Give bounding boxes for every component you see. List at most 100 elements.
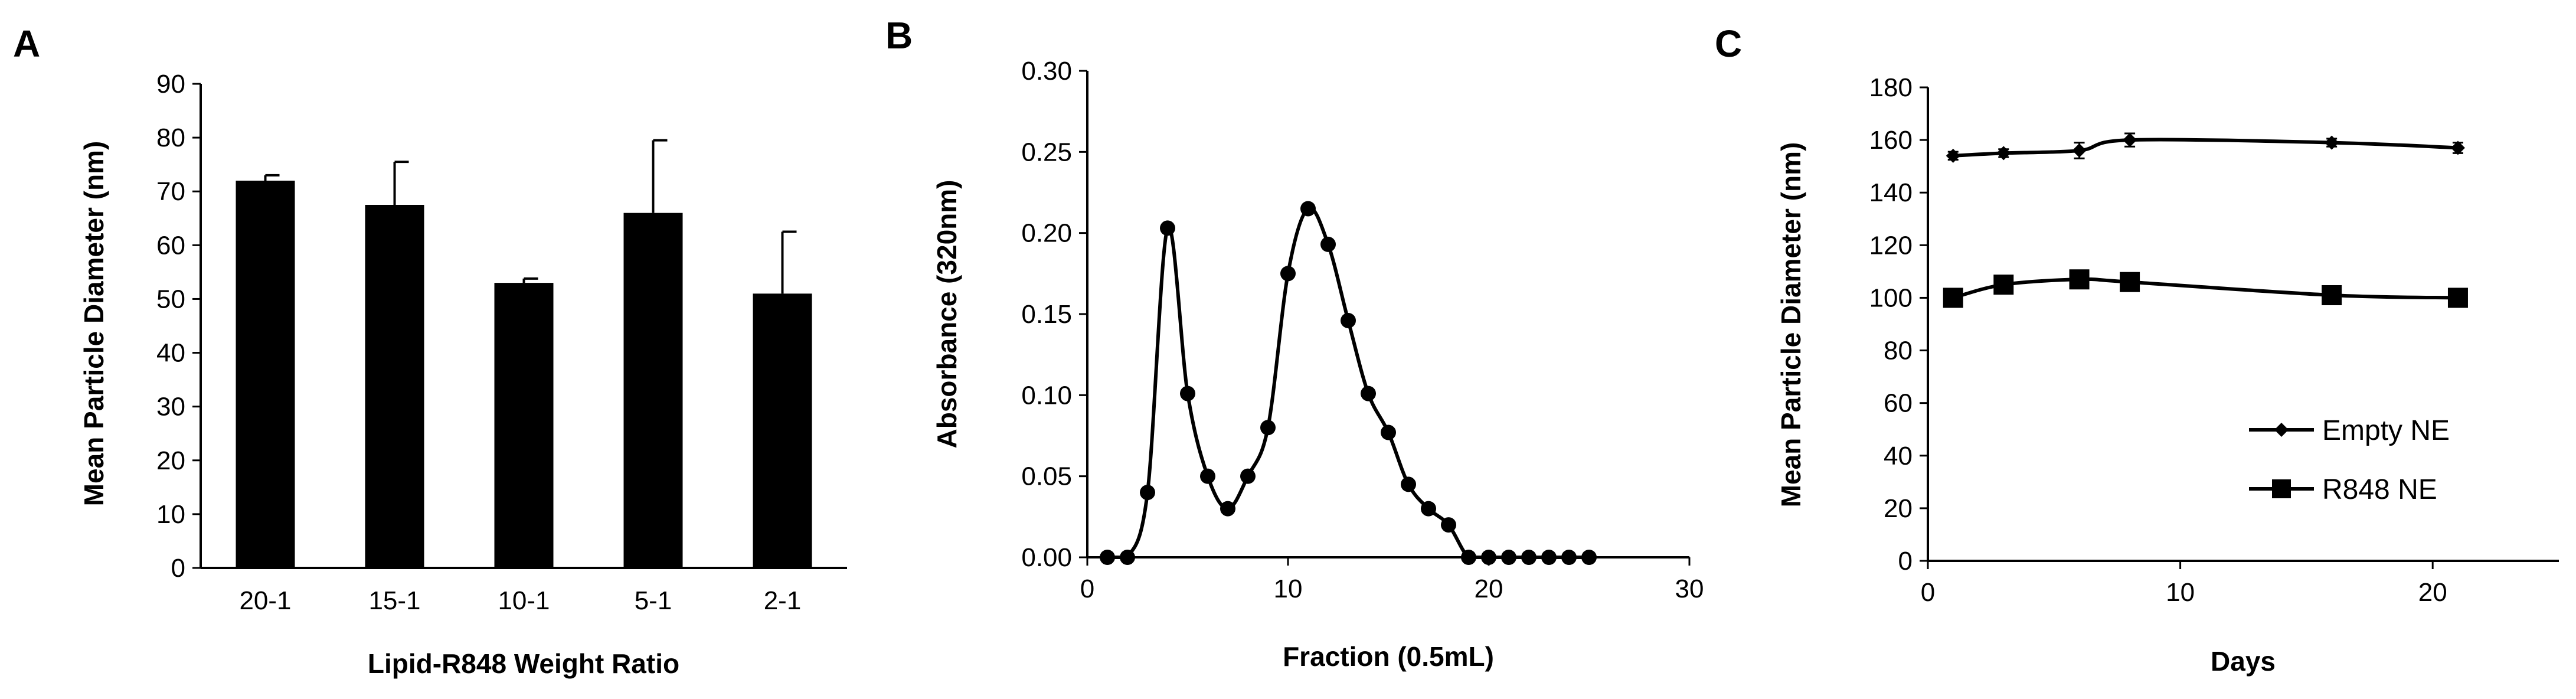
panel-c-y-tick-label: 40 (1884, 442, 1913, 471)
panel-c-x-axis-title: Days (2211, 646, 2276, 677)
panel-c-data-point-r848-ne (2447, 288, 2468, 308)
panel-b-x-ticks: 0 10 20 30 (1080, 557, 1704, 603)
panel-a-y-tick-label: 10 (156, 500, 185, 529)
panel-b-data-point (1501, 550, 1516, 565)
legend-marker-empty-ne (2274, 423, 2289, 437)
panel-b-x-tick-label: 10 (1274, 574, 1303, 603)
panel-c-data-point-r848-ne (2120, 272, 2140, 292)
panel-a-bar (623, 213, 683, 569)
panel-b-data-point (1320, 236, 1336, 252)
legend-marker-r848-ne (2272, 479, 2291, 498)
panel-c-y-tick-label: 0 (1898, 547, 1913, 576)
panel-a-x-tick-label: 5-1 (635, 586, 672, 615)
panel-a-y-tick-label: 90 (156, 70, 185, 99)
panel-a-bar (753, 293, 812, 568)
panel-c-data-point-empty-ne (1946, 148, 1960, 163)
panel-a-bar (236, 181, 295, 568)
panel-b-data-point (1240, 468, 1256, 484)
panel-a-letter: A (13, 22, 40, 65)
panel-b-data-point (1381, 424, 1396, 440)
panel-c-x-tick-label: 10 (2166, 578, 2195, 607)
panel-b-data-point (1361, 386, 1376, 401)
panel-b-data-point (1341, 312, 1356, 328)
panel-b-letter: B (885, 14, 913, 57)
panel-c: C 0 20 40 60 80 100 120 140 160 180 0 10 20 Empty N… (1715, 22, 2559, 677)
panel-b-y-tick-label: 0.00 (1021, 543, 1072, 572)
panel-b-y-tick-label: 0.15 (1021, 300, 1072, 329)
panel-b-y-ticks: 0.00 0.05 0.10 0.15 0.20 0.25 0.30 (1021, 57, 1087, 572)
panel-c-y-ticks: 0 20 40 60 80 100 120 140 160 180 (1869, 73, 1928, 576)
panel-c-data-point-empty-ne (2325, 135, 2339, 150)
panel-c-data-point-empty-ne (1996, 146, 2011, 161)
panel-a-y-tick-label: 80 (156, 123, 185, 152)
panel-b-data-point (1200, 468, 1215, 484)
panel-c-y-tick-label: 60 (1884, 389, 1913, 418)
panel-a-y-tick-label: 70 (156, 177, 185, 206)
panel-b-data-point (1401, 476, 1416, 492)
panel-b-data-point (1521, 550, 1537, 565)
panel-c-y-tick-label: 160 (1869, 126, 1913, 155)
panel-a-bars (236, 139, 812, 569)
panel-a-y-tick-label: 60 (156, 231, 185, 260)
panel-b-data-point (1220, 501, 1235, 517)
panel-c-y-tick-label: 180 (1869, 73, 1913, 102)
panel-c-series-line (1953, 138, 2459, 158)
panel-a-y-tick-label: 40 (156, 339, 185, 368)
panel-b-data-point (1481, 550, 1496, 565)
panel-a-bar (494, 283, 554, 568)
panel-c-y-tick-label: 80 (1884, 337, 1913, 365)
panel-b-data-point (1421, 501, 1436, 517)
panel-b-data-point (1140, 485, 1155, 501)
panel-b-y-tick-label: 0.25 (1021, 138, 1072, 166)
panel-a-y-tick-label: 0 (171, 554, 185, 583)
panel-b-series-line (1107, 206, 1589, 559)
panel-b-points (1100, 201, 1597, 565)
panel-a-x-axis-title: Lipid-R848 Weight Ratio (368, 648, 679, 679)
panel-c-y-tick-label: 140 (1869, 178, 1913, 207)
panel-b-x-axis-title: Fraction (0.5mL) (1283, 641, 1494, 672)
panel-c-data-point-r848-ne (2069, 269, 2090, 290)
panel-a-y-tick-label: 30 (156, 393, 185, 422)
panel-b-data-point (1300, 201, 1316, 217)
panel-a-x-ticks: 20-1 15-1 10-1 5-1 2-1 (239, 586, 801, 615)
panel-b-data-point (1461, 550, 1476, 565)
panel-c-x-tick-label: 20 (2418, 578, 2447, 607)
panel-b-data-point (1100, 550, 1115, 565)
legend-label-r848-ne: R848 NE (2322, 474, 2437, 505)
panel-c-data-point-empty-ne (2072, 143, 2087, 158)
panel-b-y-tick-label: 0.20 (1021, 219, 1072, 248)
panel-b-y-axis-title: Absorbance (320nm) (931, 179, 962, 448)
panel-b: B 0.00 0.05 0.10 0.15 0.20 0.25 0.30 0 10 20 30 F… (885, 14, 1704, 672)
panel-b-data-point (1260, 420, 1276, 436)
legend-label-empty-ne: Empty NE (2322, 415, 2450, 446)
panel-b-data-point (1160, 220, 1175, 236)
panel-a-x-tick-label: 10-1 (498, 586, 550, 615)
panel-b-data-point (1441, 517, 1456, 533)
panel-a-y-ticks: 0 10 20 30 40 50 60 70 80 90 (156, 70, 201, 583)
panel-c-y-tick-label: 20 (1884, 494, 1913, 523)
panel-c-letter: C (1715, 22, 1742, 65)
panel-b-data-point (1280, 266, 1296, 282)
panel-b-data-point (1180, 386, 1195, 401)
panel-a-y-tick-label: 20 (156, 446, 185, 475)
panel-b-y-tick-label: 0.10 (1021, 381, 1072, 410)
panel-b-data-point (1120, 550, 1135, 565)
panel-c-y-axis-title: Mean Particle Diameter (nm) (1776, 142, 1806, 508)
panel-c-data-point-r848-ne (1943, 288, 1963, 308)
panel-c-y-tick-label: 120 (1869, 231, 1913, 260)
panel-a: A 0 10 20 30 40 50 60 70 80 90 20-1 15-1 10-1 5-1 2-1… (13, 22, 847, 679)
panel-a-x-tick-label: 20-1 (239, 586, 291, 615)
panel-a-x-tick-label: 15-1 (368, 586, 420, 615)
panel-b-data-point (1541, 550, 1557, 565)
panel-c-x-ticks: 0 10 20 (1921, 561, 2447, 607)
panel-c-y-tick-label: 100 (1869, 283, 1913, 312)
panel-a-x-tick-label: 2-1 (764, 586, 802, 615)
panel-c-data-point-r848-ne (2322, 285, 2342, 305)
panel-a-y-tick-label: 50 (156, 285, 185, 313)
panel-c-legend: Empty NE R848 NE (2249, 415, 2450, 505)
panel-b-x-tick-label: 0 (1080, 574, 1094, 603)
panel-c-data-point-empty-ne (2123, 133, 2137, 148)
panel-c-series-line (1952, 277, 2459, 300)
panel-c-data-point-empty-ne (2450, 141, 2465, 155)
